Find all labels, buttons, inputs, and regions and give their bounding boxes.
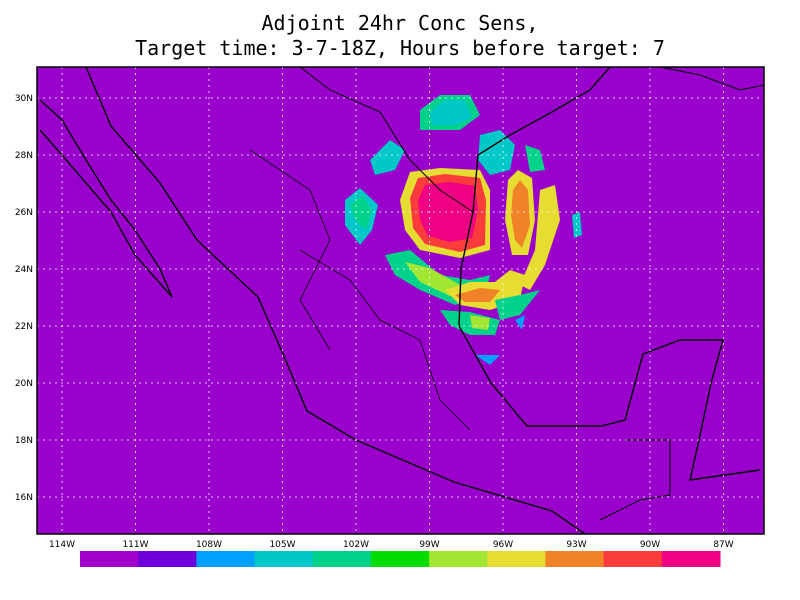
- lat-label: 22N: [15, 322, 33, 332]
- lat-label: 28N: [15, 151, 33, 161]
- title-line: Target time: 3-7-18Z, Hours before targe…: [135, 36, 665, 60]
- colorbar-swatch: [138, 551, 197, 567]
- coastlines: [39, 66, 765, 535]
- graticule: [37, 67, 764, 534]
- colorbar-swatch: [196, 551, 256, 567]
- colorbar-swatch: [80, 551, 139, 567]
- lon-label: 96W: [493, 540, 513, 550]
- lon-label: 105W: [269, 540, 295, 550]
- lon-label: 87W: [713, 540, 733, 550]
- map-frame: [36, 66, 765, 535]
- colorbar-swatch: [429, 551, 488, 567]
- colorbar-swatch: [545, 551, 605, 567]
- lon-label: 108W: [196, 540, 222, 550]
- lon-label: 111W: [122, 540, 148, 550]
- lon-label: 102W: [343, 540, 369, 550]
- title-line: Adjoint 24hr Conc Sens,: [262, 11, 539, 35]
- colorbar-swatch: [603, 551, 663, 567]
- lon-label: 93W: [566, 540, 586, 550]
- lon-label: 99W: [419, 540, 439, 550]
- lat-label: 20N: [15, 379, 33, 389]
- lat-label: 16N: [15, 493, 33, 503]
- lat-label: 24N: [15, 265, 33, 275]
- colorbar-swatch: [661, 551, 721, 567]
- lon-label: 90W: [640, 540, 660, 550]
- colorbar-swatch: [370, 551, 430, 567]
- colorbar-swatch: [487, 551, 546, 567]
- lon-label: 114W: [49, 540, 75, 550]
- map-background: [37, 67, 764, 534]
- colorbar-swatch: [254, 551, 314, 567]
- lat-label: 26N: [15, 208, 33, 218]
- lat-label: 30N: [15, 94, 33, 104]
- colorbar-swatch: [312, 551, 372, 567]
- lat-label: 18N: [15, 436, 33, 446]
- sensitivity-field: [345, 95, 582, 365]
